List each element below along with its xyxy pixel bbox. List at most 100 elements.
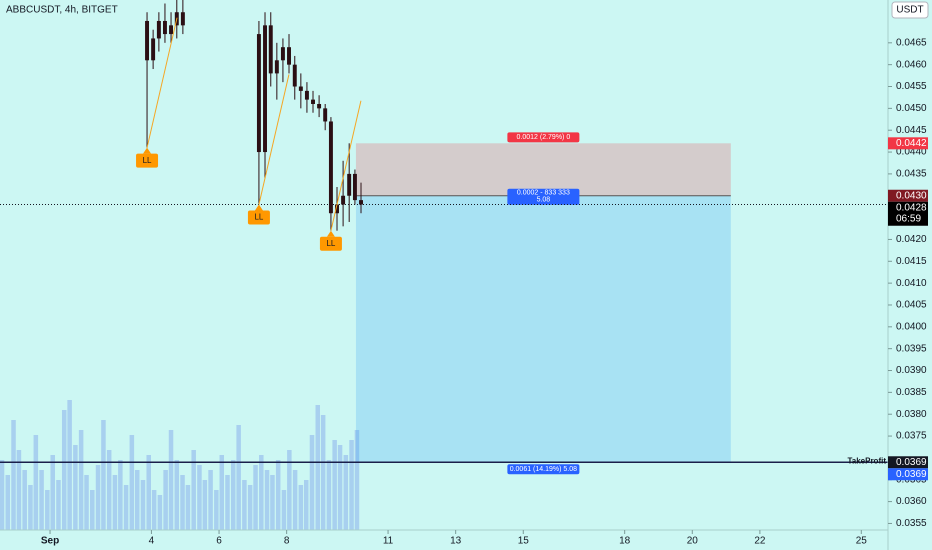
y-tick-label: 0.0385: [896, 387, 927, 398]
volume-bar: [134, 470, 140, 530]
y-tick-label: 0.0355: [896, 518, 927, 529]
candle-body: [298, 86, 303, 91]
volume-bar: [197, 465, 202, 530]
candle-body: [359, 200, 363, 205]
y-tick-label: 0.0375: [896, 431, 927, 442]
candle-body: [162, 20, 167, 35]
volume-bar: [90, 490, 95, 530]
volume-bar: [304, 480, 309, 530]
candle-body: [274, 60, 279, 74]
entry-label: 5.08: [537, 197, 551, 204]
annotation-pointer: [143, 147, 152, 154]
y-tick-label: 0.0445: [896, 125, 927, 136]
x-tick-label: 22: [754, 536, 766, 547]
y-tick-label: 0.0440: [896, 147, 927, 158]
volume-bar: [101, 420, 106, 530]
x-tick-label: 11: [383, 536, 394, 547]
price-badge: [888, 189, 928, 202]
y-tick-label: 0.0450: [896, 103, 927, 114]
annotation-pointer: [326, 230, 335, 237]
price-badge: [888, 468, 928, 481]
volume-bar: [332, 440, 337, 530]
y-tick-label: 0.0380: [896, 409, 927, 420]
candle-body: [287, 47, 291, 65]
volume-bar: [337, 445, 343, 530]
volume-bar: [73, 445, 78, 530]
target-zone: [355, 195, 731, 463]
y-tick-label: 0.0395: [896, 343, 927, 354]
x-tick-label: 20: [687, 536, 699, 547]
volume-bar: [214, 490, 219, 530]
volume-bar: [264, 470, 270, 530]
volume-bar: [151, 490, 157, 530]
volume-bar: [140, 480, 146, 530]
volume-bar: [275, 460, 281, 530]
volume-bar: [146, 455, 151, 530]
volume-bar: [28, 485, 33, 530]
price-badge-label: 0.0369: [896, 469, 927, 480]
candle-body: [169, 25, 174, 35]
annotation-line: [258, 74, 290, 205]
volume-bar: [78, 430, 84, 530]
candle-body: [145, 20, 150, 61]
volume-bar: [315, 405, 320, 530]
volume-bar: [349, 440, 354, 530]
volume-bar: [230, 460, 236, 530]
volume-bar: [298, 485, 304, 530]
x-tick-label: 6: [216, 536, 222, 547]
volume-bar: [61, 410, 67, 530]
volume-bar: [33, 435, 39, 530]
y-tick-label: 0.0360: [896, 496, 927, 507]
volume-bar: [185, 485, 191, 530]
volume-bar: [225, 475, 230, 530]
candle-body: [180, 12, 185, 26]
y-tick-label: 0.0420: [896, 234, 927, 245]
volume-bar: [270, 475, 275, 530]
candle-body: [323, 108, 328, 122]
target-name: TakeProfit: [847, 456, 886, 465]
candle-body: [280, 47, 285, 61]
y-tick-label: 0.0435: [896, 169, 927, 180]
candle-body: [151, 38, 156, 61]
price-badge-label: 0.0442: [896, 138, 927, 149]
candle-body: [256, 34, 261, 153]
candle-body: [311, 99, 315, 104]
volume-bar: [174, 460, 180, 530]
candle-body: [304, 90, 309, 100]
volume-bar: [242, 480, 247, 530]
volume-bar: [253, 465, 258, 530]
target-label: 0.0061 (14.19%) 5.08: [510, 466, 577, 473]
candle-body: [341, 195, 346, 205]
y-tick-label: 0.0465: [896, 37, 927, 48]
volume-bar: [320, 415, 326, 530]
annotation-box: [136, 153, 159, 168]
stop-label: 0.0012 (2.79%) 0: [517, 134, 571, 141]
x-tick-label: 18: [619, 536, 631, 547]
x-tick-label: 13: [450, 536, 462, 547]
volume-bar: [129, 435, 135, 530]
volume-bar: [180, 475, 185, 530]
candle-body: [263, 25, 267, 153]
axes: 0.04650.04600.04550.04500.04450.04400.04…: [41, 37, 928, 547]
currency-box: [891, 1, 929, 19]
volume-bar: [343, 455, 349, 530]
candle-body: [156, 20, 161, 39]
volume-bar: [168, 430, 174, 530]
price-badge-label: 0.0369: [896, 457, 927, 468]
stop-label-box: [507, 132, 580, 143]
y-tick-label: 0.0455: [896, 81, 927, 92]
volume-bar: [309, 435, 315, 530]
volume-bar: [219, 455, 224, 530]
volume-bar: [157, 495, 163, 530]
volume-bar: [118, 460, 123, 530]
volume-bar: [22, 470, 27, 530]
y-tick-label: 0.0415: [896, 256, 927, 267]
volume-bar: [281, 490, 287, 530]
volume-bar: [236, 425, 241, 530]
price-badge-label: 0.0430: [896, 190, 927, 201]
volume-bar: [112, 475, 118, 530]
volume-bar: [39, 470, 44, 530]
currency: USDT: [896, 5, 923, 16]
